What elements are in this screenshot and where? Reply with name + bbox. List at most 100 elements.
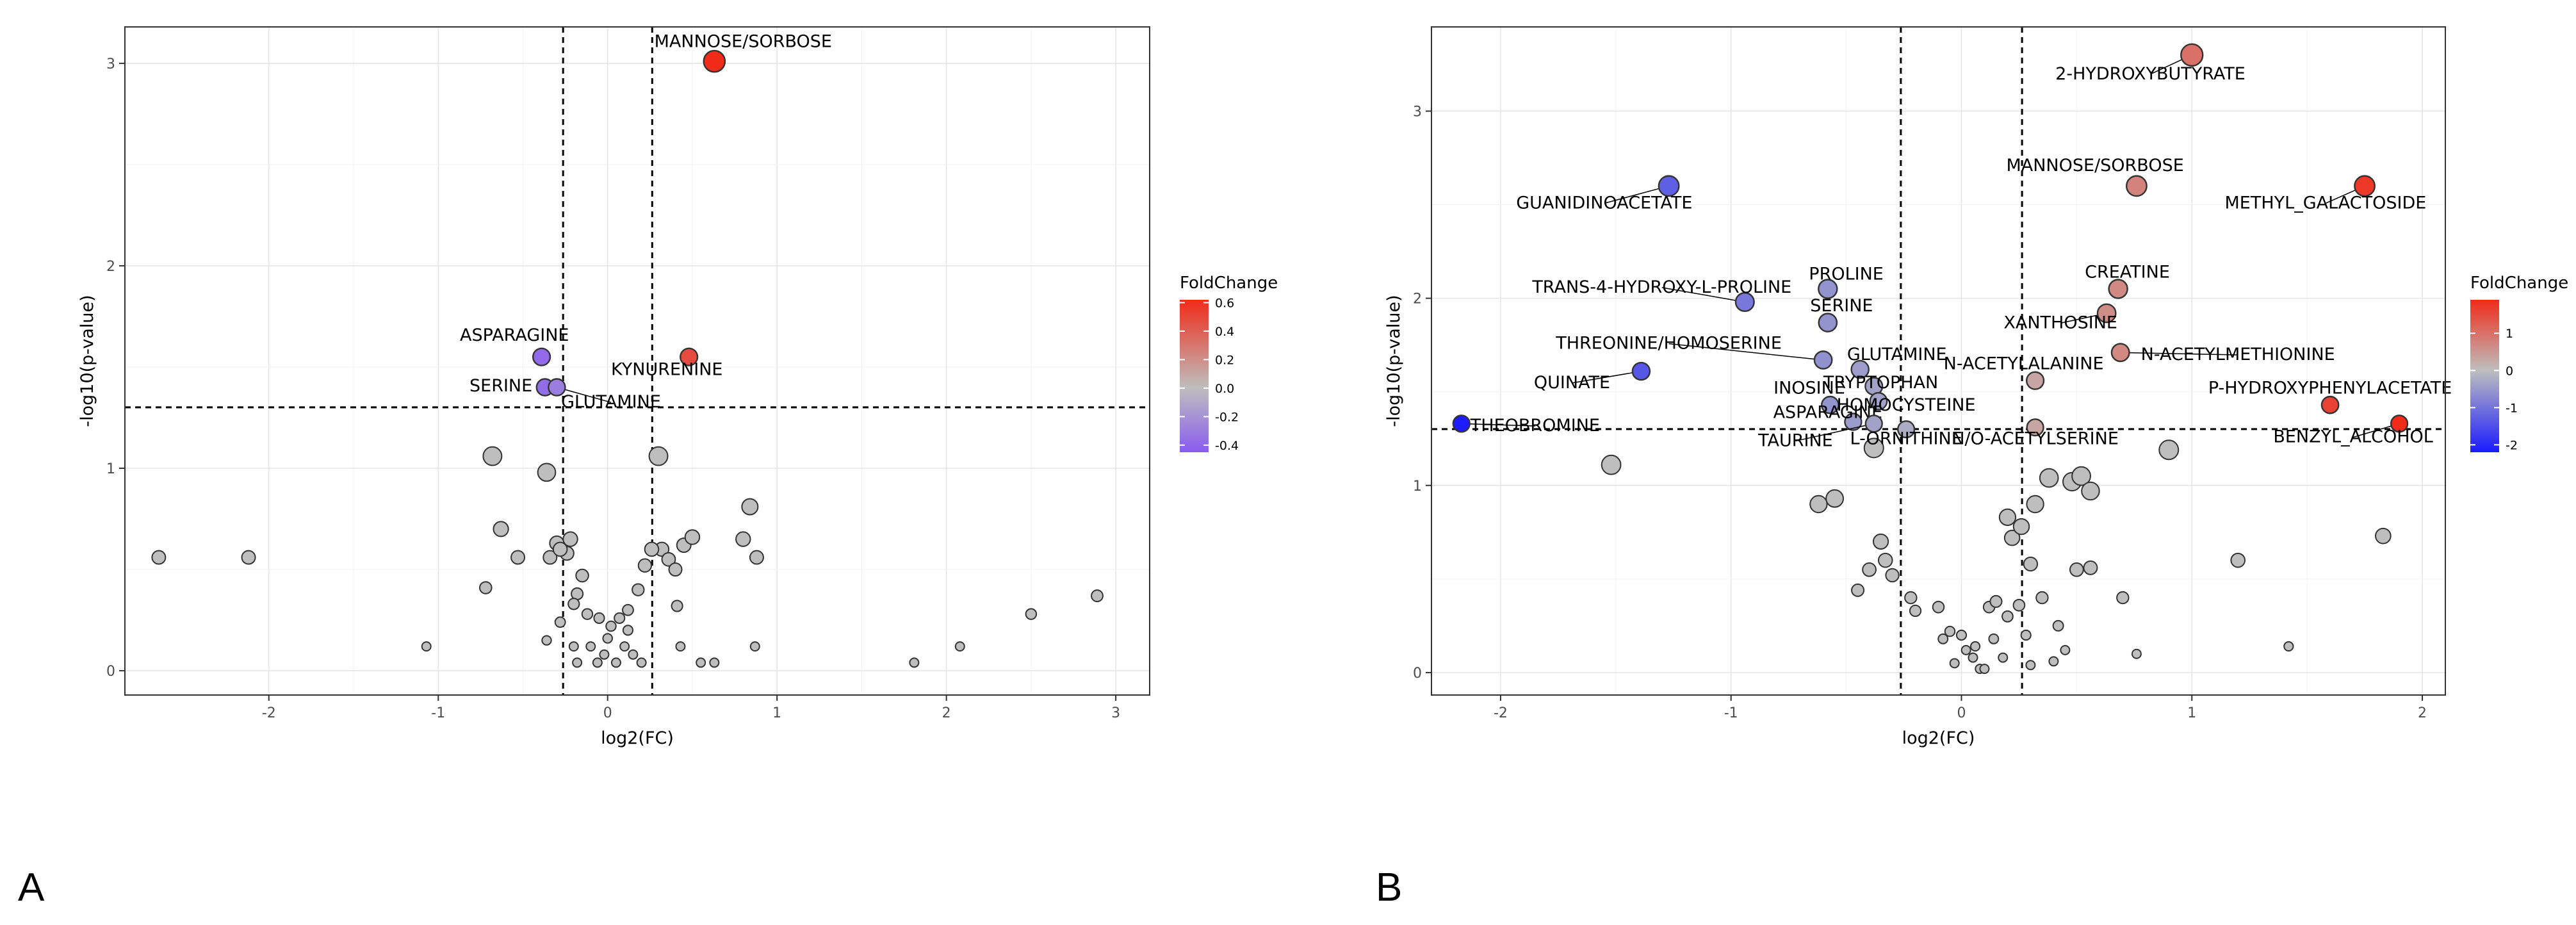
data-point	[749, 641, 760, 652]
data-point	[568, 641, 579, 652]
data-point	[749, 550, 764, 565]
point-label: SERINE	[469, 376, 532, 396]
data-point	[675, 641, 686, 652]
data-point	[696, 657, 706, 668]
label-connector	[2120, 352, 2238, 356]
legend-title: FoldChange	[2470, 274, 2568, 293]
significant-point-creatine	[2108, 279, 2128, 299]
data-point	[599, 649, 610, 660]
colorbar-tick-label: 1	[2506, 327, 2513, 341]
significant-point-guanidinoacetate	[1658, 175, 1680, 197]
significant-point-n-acetylmethionine	[2110, 343, 2130, 363]
y-axis-title: -log10(p-value)	[1384, 295, 1404, 427]
significant-point-homocysteine	[1869, 391, 1888, 411]
data-point	[2052, 619, 2064, 632]
significant-point-trans-4-hydroxy-l-proline	[1734, 291, 1755, 313]
colorbar-legend: FoldChange 0.6 0.4 0.2 0.0 -0.2 -0.4	[1180, 274, 1278, 453]
data-point	[632, 583, 645, 596]
data-point	[2071, 466, 2091, 486]
data-point	[2003, 529, 2021, 546]
label-connector	[1661, 287, 1745, 303]
data-point	[1909, 604, 1922, 618]
point-label: MANNOSE/SORBOSE	[655, 32, 832, 52]
data-point	[2001, 610, 2014, 623]
data-point	[562, 531, 578, 547]
y-tick-label: 3	[1413, 104, 1422, 120]
data-point	[954, 641, 965, 652]
volcano-plot-a: MANNOSE/SORBOSE ASPARAGINE SERINE GLUTAMINE…	[77, 26, 1278, 748]
point-label: N-ACETYLALANINE	[1944, 354, 2104, 374]
data-point	[1969, 641, 1981, 652]
data-point	[1091, 589, 1104, 603]
x-tick-label: -2	[1494, 705, 1508, 721]
label-connector	[557, 386, 612, 403]
significant-point-proline	[1818, 279, 1838, 299]
data-point	[542, 550, 558, 565]
data-point	[735, 531, 751, 547]
label-connector	[1668, 343, 1823, 361]
point-label: THREONINE/HOMOSERINE	[1555, 334, 1782, 354]
data-point	[1932, 600, 1945, 614]
data-point	[572, 657, 583, 668]
point-label: METHYL_GALACTOSIDE	[2225, 193, 2427, 213]
colorbar-tick-label: -0.2	[1215, 410, 1239, 424]
point-label: GLUTAMINE	[1847, 345, 1947, 364]
data-point	[151, 550, 167, 565]
point-label: TAURINE	[1757, 430, 1833, 450]
y-tick-label: 3	[106, 56, 115, 72]
data-point	[1944, 625, 1956, 637]
data-point	[1885, 568, 1900, 583]
point-label: THEOBROMINE	[1470, 416, 1600, 436]
data-point	[2048, 656, 2059, 667]
significant-point-quinate	[1631, 361, 1651, 381]
data-point	[619, 641, 630, 652]
data-point	[554, 616, 566, 628]
data-point	[541, 635, 552, 646]
significant-point-l-ornithine	[1897, 420, 1916, 439]
panel-label-b: B	[1376, 865, 1402, 910]
x-tick-label: -2	[262, 705, 276, 721]
data-point	[585, 641, 596, 652]
data-point	[1809, 495, 1828, 514]
point-label: TRYPTOPHAN	[1823, 373, 1938, 393]
data-point	[1998, 508, 2017, 527]
point-label: ASPARAGINE	[1773, 403, 1882, 423]
point-label: ASPARAGINE	[460, 325, 569, 345]
significant-point-n-o-acetylserine	[2026, 418, 2044, 437]
x-tick-label: -1	[431, 705, 445, 721]
data-point	[2116, 591, 2130, 605]
point-label: N/O-ACETYLSERINE	[1952, 429, 2119, 449]
x-tick-label: -1	[1724, 705, 1738, 721]
gridlines	[125, 27, 1150, 695]
data-point	[2039, 468, 2059, 488]
y-tick-label: 1	[1413, 479, 1422, 495]
data-point	[537, 463, 557, 482]
panel-label-a: A	[18, 865, 45, 910]
data-point	[1955, 629, 1968, 641]
y-tick-label: 2	[106, 259, 115, 275]
point-label: MANNOSE/SORBOSE	[2006, 156, 2183, 176]
data-point	[493, 521, 509, 537]
data-point	[605, 620, 617, 632]
data-point	[2081, 481, 2100, 501]
non-significant-points	[1601, 438, 2392, 675]
x-tick-label: 2	[942, 705, 951, 721]
data-point	[909, 657, 920, 668]
data-point	[2230, 552, 2246, 568]
data-point	[593, 612, 605, 624]
data-point	[610, 657, 621, 668]
legend-title: FoldChange	[1180, 274, 1278, 293]
data-point	[421, 641, 432, 652]
data-point	[482, 446, 503, 466]
significant-point-threonine-homoserine	[1813, 350, 1833, 370]
data-point	[671, 600, 683, 612]
significant-point-inosine	[1821, 395, 1839, 414]
data-point	[552, 541, 568, 557]
significant-point-asparagine	[1844, 413, 1863, 431]
x-tick-label: 3	[1111, 705, 1120, 721]
point-label: TRANS-4-HYDROXY-L-PROLINE	[1531, 277, 1791, 297]
data-point	[709, 657, 720, 668]
plot-border	[124, 26, 1150, 696]
plot-border	[1431, 26, 2446, 696]
